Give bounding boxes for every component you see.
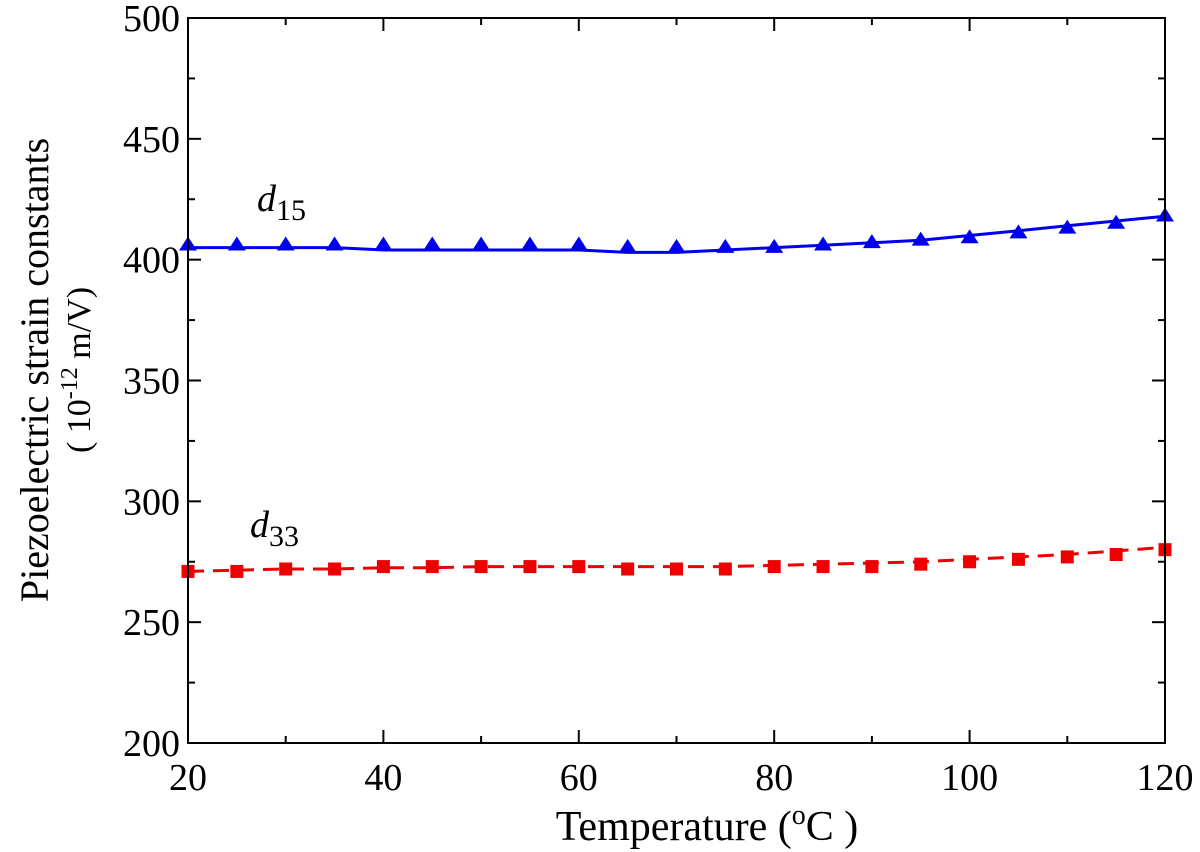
data-point-d15 bbox=[276, 236, 295, 251]
data-point-d33 bbox=[376, 560, 390, 574]
x-axis-label: Temperature (oC ) bbox=[556, 800, 859, 850]
y-tick-label: 400 bbox=[123, 240, 180, 282]
data-point-d15 bbox=[325, 236, 344, 251]
data-point-d33 bbox=[621, 562, 635, 576]
data-point-d33 bbox=[474, 560, 488, 574]
y-tick-label: 250 bbox=[123, 602, 180, 644]
y-axis-label-unit-open: ( 10 bbox=[61, 399, 98, 453]
data-point-d33 bbox=[670, 562, 683, 576]
data-point-d33 bbox=[963, 555, 977, 569]
y-axis-label-unit-close: m/V) bbox=[61, 287, 98, 367]
series-label-d15-sub: 15 bbox=[276, 194, 306, 227]
data-point-d15 bbox=[716, 238, 735, 253]
x-axis-label-main: Temperature ( bbox=[556, 804, 792, 850]
data-point-d15 bbox=[814, 236, 833, 251]
plot-frame bbox=[187, 17, 1166, 744]
minor-ticks bbox=[188, 18, 1165, 743]
x-tick-label: 80 bbox=[755, 757, 793, 799]
data-point-d33 bbox=[1109, 548, 1123, 561]
x-axis-label-degree: o bbox=[792, 800, 806, 831]
x-tick-label: 100 bbox=[941, 757, 998, 799]
y-tick-label: 300 bbox=[123, 481, 180, 523]
data-point-d15 bbox=[227, 236, 246, 251]
x-axis-label-unit: C ) bbox=[806, 804, 859, 850]
series-label-d33: d33 bbox=[250, 504, 299, 553]
y-tick-label: 200 bbox=[123, 723, 180, 765]
series-label-d33-main: d bbox=[250, 504, 270, 546]
data-point-d15 bbox=[472, 236, 491, 251]
major-ticks bbox=[187, 17, 1166, 744]
data-point-d15 bbox=[423, 236, 442, 251]
data-point-d15 bbox=[618, 238, 637, 253]
data-point-d33 bbox=[816, 560, 830, 574]
data-point-d15 bbox=[960, 229, 979, 244]
data-point-d15 bbox=[520, 236, 539, 251]
data-point-d33 bbox=[328, 562, 342, 576]
data-point-d15 bbox=[569, 236, 588, 251]
data-point-d33 bbox=[718, 562, 732, 576]
data-point-d33 bbox=[1011, 552, 1025, 566]
data-point-d33 bbox=[914, 557, 928, 571]
series-label-d33-sub: 33 bbox=[269, 520, 299, 553]
data-point-d33 bbox=[279, 562, 293, 576]
y-tick-label: 500 bbox=[123, 0, 180, 40]
data-point-d33 bbox=[572, 560, 586, 574]
y-tick-label: 350 bbox=[123, 361, 180, 403]
y-tick-labels: 200 250 300 350 400 450 500 bbox=[123, 0, 180, 765]
series-label-d15: d15 bbox=[257, 178, 306, 227]
x-tick-label: 120 bbox=[1137, 757, 1194, 799]
y-axis-label: Piezoelectric strain constants bbox=[12, 138, 57, 602]
y-axis-label-unit: ( 10-12 m/V) bbox=[57, 287, 98, 453]
data-point-d33 bbox=[230, 564, 244, 578]
x-tick-labels: 20 40 60 80 100 120 bbox=[169, 757, 1194, 799]
data-point-d15 bbox=[862, 234, 881, 249]
data-point-d15 bbox=[374, 236, 393, 251]
data-point-d15 bbox=[765, 238, 784, 253]
data-point-d33 bbox=[425, 560, 439, 574]
data-point-d15 bbox=[667, 238, 686, 253]
data-point-d15 bbox=[1058, 219, 1077, 234]
y-axis-label-unit-exp: -12 bbox=[57, 367, 83, 399]
y-tick-label: 450 bbox=[123, 119, 180, 161]
x-tick-label: 20 bbox=[169, 757, 207, 799]
series-label-d15-main: d bbox=[257, 178, 277, 220]
series-layer bbox=[179, 207, 1174, 578]
data-point-d33 bbox=[865, 560, 879, 574]
data-point-d33 bbox=[523, 560, 537, 574]
data-point-d33 bbox=[1060, 550, 1074, 564]
data-point-d15 bbox=[911, 231, 930, 246]
data-point-d33 bbox=[767, 560, 781, 574]
x-tick-label: 60 bbox=[560, 757, 598, 799]
data-point-d15 bbox=[1009, 224, 1028, 239]
data-point-d15 bbox=[1107, 214, 1126, 229]
x-tick-label: 40 bbox=[364, 757, 402, 799]
